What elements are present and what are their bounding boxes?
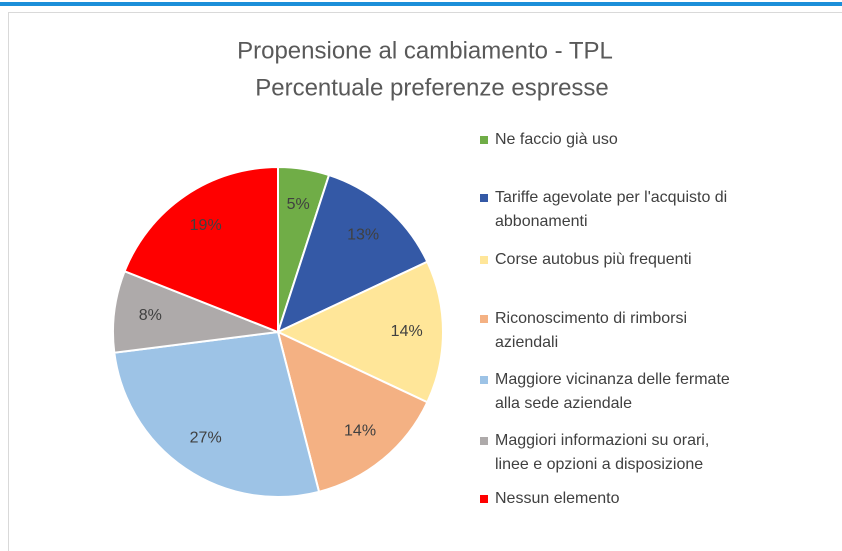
legend-label: Riconoscimento di rimborsi aziendali (495, 310, 688, 351)
chart-frame (8, 12, 842, 551)
legend-item: Maggiori informazioni su orari, linee e … (480, 429, 742, 477)
data-label: 13% (347, 227, 379, 244)
pie-slice (123, 165, 279, 334)
legend-item: Nessun elemento (480, 487, 742, 511)
legend-swatch (480, 376, 488, 384)
legend-item: Riconoscimento di rimborsi aziendali (480, 307, 742, 355)
legend-label: Maggiori informazioni su orari, linee e … (495, 432, 710, 473)
chart-subtitle: Percentuale preferenze espresse (255, 74, 609, 101)
legend-item: Ne faccio già uso (480, 128, 742, 152)
pie-slice (276, 173, 429, 334)
legend-item: Tariffe agevolate per l'acquisto di abbo… (480, 186, 742, 234)
legend-label: Tariffe agevolate per l'acquisto di abbo… (495, 189, 728, 230)
chart-title: Propensione al cambiamento - TPL (237, 37, 613, 64)
pie-slice (276, 330, 429, 494)
pie-slice (275, 260, 444, 404)
legend-swatch (480, 437, 488, 445)
data-label: 27% (190, 430, 222, 447)
top-bar (0, 2, 842, 6)
legend-swatch (480, 495, 488, 503)
legend-label: Corse autobus più frequenti (495, 251, 692, 268)
legend-swatch (480, 194, 488, 202)
data-label: 8% (139, 307, 162, 324)
legend-item: Corse autobus più frequenti (480, 248, 742, 272)
legend-label: Nessun elemento (495, 490, 620, 507)
legend-swatch (480, 136, 488, 144)
data-label: 19% (190, 217, 222, 234)
legend-swatch (480, 315, 488, 323)
legend-label: Ne faccio già uso (495, 131, 618, 148)
data-label: 14% (344, 422, 376, 439)
data-label: 5% (287, 196, 310, 213)
data-label: 14% (391, 323, 423, 340)
pie-slice (113, 330, 321, 498)
legend-swatch (480, 256, 488, 264)
legend-label: Maggiore vicinanza delle fermate alla se… (495, 371, 730, 412)
legend-item: Maggiore vicinanza delle fermate alla se… (480, 368, 742, 416)
